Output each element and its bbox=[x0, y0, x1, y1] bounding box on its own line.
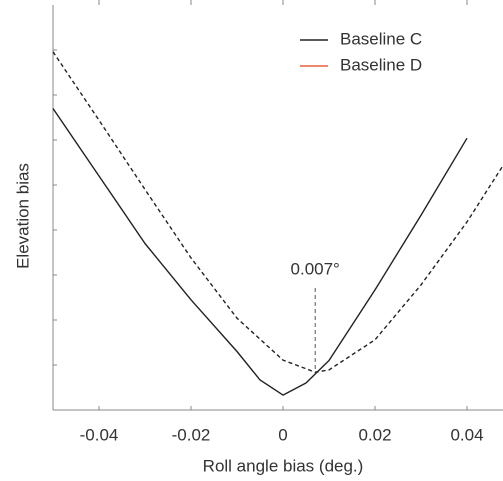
x-axis-label: Roll angle bias (deg.) bbox=[203, 456, 364, 475]
x-tick-label: 0.04 bbox=[450, 425, 483, 444]
legend-label: Baseline C bbox=[340, 29, 422, 48]
x-tick-label: 0 bbox=[278, 425, 287, 444]
x-tick-label: 0.02 bbox=[358, 425, 391, 444]
x-tick-label: -0.04 bbox=[80, 425, 119, 444]
legend-label: Baseline D bbox=[340, 55, 422, 74]
y-axis-label: Elevation bias bbox=[13, 163, 32, 269]
series-line bbox=[52, 51, 503, 373]
series-line bbox=[52, 108, 468, 396]
annotation-text: 0.007° bbox=[291, 259, 340, 278]
x-tick-label: -0.02 bbox=[172, 425, 211, 444]
